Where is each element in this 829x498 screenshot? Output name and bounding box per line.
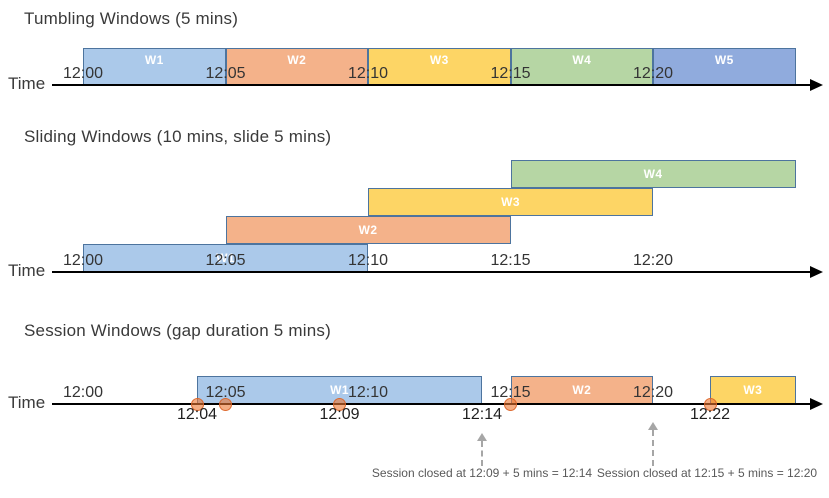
session-closed-annotation: Session closed at 12:09 + 5 mins = 12:14 (371, 466, 593, 480)
axis-tick-label: 12:15 (490, 384, 531, 401)
window-label: W4 (572, 53, 592, 67)
axis-tick-label: 12:15 (490, 65, 531, 82)
event-dot (333, 397, 346, 411)
time-axis-label: Time (8, 393, 46, 412)
axis-tick-label: 12:00 (62, 252, 104, 269)
event-dot (703, 397, 717, 411)
axis-tick-label: 12:05 (205, 65, 246, 82)
up-arrow-dashed-line (652, 430, 654, 466)
time-axis-line (52, 403, 810, 405)
window-w2: W2 (225, 48, 368, 85)
window-w3: W3 (368, 188, 653, 216)
axis-tick-label: 12:05 (205, 384, 246, 401)
axis-tick-label: 12:00 (62, 384, 104, 401)
axis-tick-label: 12:05 (205, 252, 246, 269)
axis-tick-label: 12:00 (62, 65, 104, 82)
time-axis-line (52, 271, 810, 273)
window-label: W3 (429, 53, 449, 67)
window-w4: W4 (510, 160, 796, 188)
axis-tick-label: 12:15 (490, 252, 531, 269)
window-label: W1 (216, 251, 235, 265)
event-dot (219, 397, 232, 411)
axis-tick-label: 12:10 (347, 65, 389, 82)
tumbling-windows-title: Tumbling Windows (5 mins) (24, 9, 239, 28)
window-w5: W5 (653, 48, 796, 85)
window-w2: W2 (510, 376, 653, 404)
window-w3: W3 (368, 48, 511, 85)
event-time-label: 12:09 (319, 406, 360, 423)
sliding-windows-title: Sliding Windows (10 mins, slide 5 mins) (24, 127, 332, 146)
window-label: W1 (330, 383, 349, 397)
axis-tick-label: 12:20 (632, 252, 674, 269)
time-axis-line (52, 84, 810, 86)
axis-tick-label: 12:20 (632, 65, 674, 82)
time-axis-arrowhead-icon (810, 79, 823, 91)
session-windows-title: Session Windows (gap duration 5 mins) (24, 321, 331, 340)
window-label: W5 (714, 53, 734, 67)
time-axis-arrowhead-icon (810, 398, 823, 410)
window-w1: W1 (83, 48, 226, 85)
axis-tick-label: 12:10 (347, 384, 389, 401)
window-label: W2 (572, 383, 592, 397)
axis-tick-label: 12:10 (347, 252, 389, 269)
axis-tick-label: 12:20 (632, 384, 674, 401)
event-time-label: 12:14 (461, 406, 503, 423)
up-arrow-dashed-line (481, 441, 483, 466)
window-label: W1 (144, 53, 164, 67)
event-time-label: 12:22 (689, 406, 731, 423)
window-label: W3 (501, 195, 520, 209)
window-label: W2 (287, 53, 307, 67)
up-arrow-icon (648, 422, 658, 430)
session-closed-annotation: Session closed at 12:15 + 5 mins = 12:20 (596, 466, 818, 480)
event-dot (190, 397, 204, 411)
window-label: W2 (358, 223, 378, 237)
window-w4: W4 (510, 48, 653, 85)
up-arrow-icon (477, 433, 487, 441)
window-w2: W2 (225, 216, 511, 244)
time-axis-label: Time (8, 74, 46, 93)
window-label: W4 (643, 167, 663, 181)
window-label: W3 (743, 383, 763, 397)
time-axis-arrowhead-icon (810, 266, 823, 278)
window-w3: W3 (710, 376, 796, 404)
time-axis-label: Time (8, 261, 46, 280)
event-time-label: 12:04 (176, 406, 218, 423)
event-dot (504, 397, 517, 411)
